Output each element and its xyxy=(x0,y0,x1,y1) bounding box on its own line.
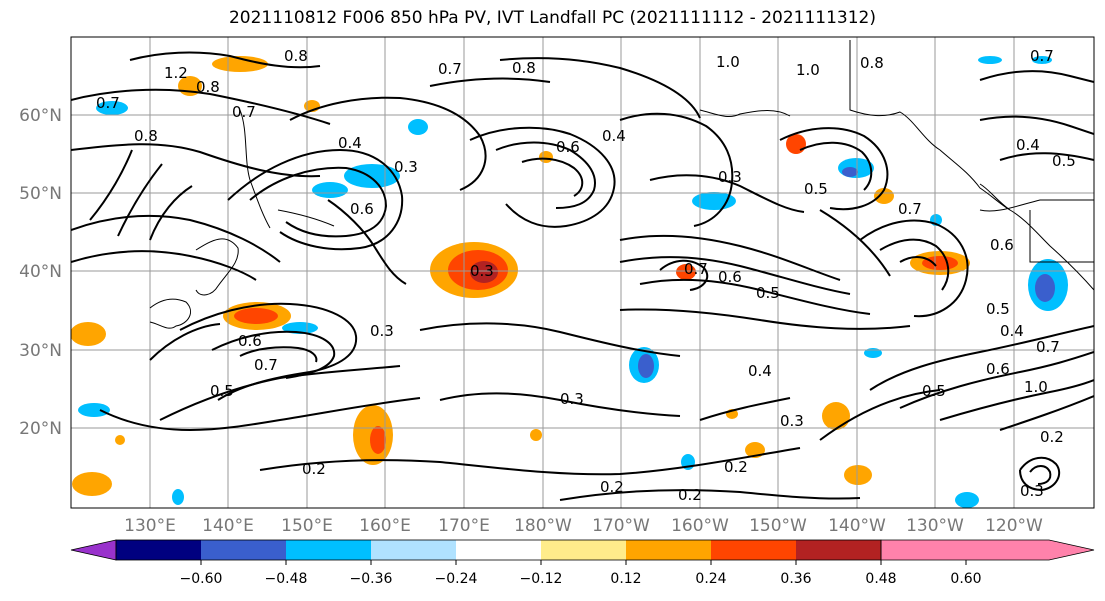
colorbar-tick-label: −0.12 xyxy=(520,571,563,587)
lon-label: 150°E xyxy=(281,516,333,536)
map-plot-area: 0.8 1.2 0.8 0.7 0.7 0.8 1.0 1.0 0.8 0.7 … xyxy=(71,37,1094,508)
lon-label: 170°E xyxy=(438,516,490,536)
longitude-labels: 130°E 140°E 150°E 160°E 170°E 180°W 170°… xyxy=(124,516,1043,536)
contour-label: 0.2 xyxy=(302,460,326,478)
contour-label: 0.3 xyxy=(394,158,418,176)
coastlines xyxy=(149,40,1094,329)
lat-label: 60°N xyxy=(19,106,62,126)
contour-label: 0.6 xyxy=(350,200,374,218)
contour-label: 0.7 xyxy=(1036,338,1060,356)
colorbar-segment xyxy=(880,539,1095,561)
colorbar-tick-label: −0.60 xyxy=(180,571,223,587)
lon-label: 160°W xyxy=(671,516,729,536)
contour-label: 0.2 xyxy=(724,458,748,476)
contour-label: 0.8 xyxy=(512,59,536,77)
lon-label: 120°W xyxy=(985,516,1043,536)
contour-label: 0.3 xyxy=(560,390,584,408)
contour-label: 0.7 xyxy=(898,200,922,218)
colorbar-tick-label: 0.24 xyxy=(695,571,726,587)
colorbar-tick-label: 0.60 xyxy=(950,571,981,587)
contour-label: 0.4 xyxy=(338,134,362,152)
colorbar-tick-label: −0.36 xyxy=(350,571,393,587)
lon-label: 170°W xyxy=(592,516,650,536)
contour-label: 0.2 xyxy=(678,486,702,504)
colorbar-segment xyxy=(286,540,371,560)
colorbar-segment xyxy=(796,540,881,560)
lon-label: 150°W xyxy=(749,516,807,536)
colorbar-tick-label: 0.48 xyxy=(865,571,896,587)
colorbar-tick-label: 0.36 xyxy=(780,571,811,587)
graticule xyxy=(71,37,1094,508)
contour-label: 0.7 xyxy=(1030,47,1054,65)
contour-label: 0.5 xyxy=(804,180,828,198)
contour-label: 0.6 xyxy=(556,138,580,156)
contour-label: 0.8 xyxy=(134,127,158,145)
contour-label: 0.5 xyxy=(922,382,946,400)
lon-label: 140°W xyxy=(828,516,886,536)
contour-label: 1.0 xyxy=(796,61,820,79)
colorbar-segment xyxy=(371,540,456,560)
lat-label: 50°N xyxy=(19,184,62,204)
contour-label: 1.0 xyxy=(1024,378,1048,396)
contour-label: 0.7 xyxy=(438,60,462,78)
contour-label: 0.8 xyxy=(196,78,220,96)
contour-label: 0.3 xyxy=(718,168,742,186)
contour-label: 0.5 xyxy=(210,382,234,400)
lon-label: 180°W xyxy=(514,516,572,536)
contour-label: 0.6 xyxy=(718,268,742,286)
contour-label: 0.4 xyxy=(1000,322,1024,340)
contour-label: 0.8 xyxy=(284,47,308,65)
contour-label: 0.3 xyxy=(1020,482,1044,500)
contour-label: 0.2 xyxy=(1040,428,1064,446)
lon-label: 140°E xyxy=(202,516,254,536)
colorbar-segment xyxy=(201,540,286,560)
contour-label: 0.7 xyxy=(684,260,708,278)
contour-label: 0.4 xyxy=(1016,136,1040,154)
colorbar-segment xyxy=(70,539,117,561)
colorbar-tick-label: 0.12 xyxy=(610,571,641,587)
contour-labels: 0.8 1.2 0.8 0.7 0.7 0.8 1.0 1.0 0.8 0.7 … xyxy=(96,47,1076,504)
lat-label: 30°N xyxy=(19,341,62,361)
lon-label: 160°E xyxy=(359,516,411,536)
contour-label: 0.8 xyxy=(860,54,884,72)
colorbar-segment xyxy=(626,540,711,560)
contour-label: 0.7 xyxy=(232,103,256,121)
contour-label: 0.6 xyxy=(986,360,1010,378)
contour-label: 0.5 xyxy=(1052,152,1076,170)
contour-label: 0.3 xyxy=(370,322,394,340)
colorbar-segment xyxy=(541,540,626,560)
colorbar-segment xyxy=(116,540,201,560)
latitude-labels: 60°N 50°N 40°N 30°N 20°N xyxy=(19,106,62,439)
contour-label: 1.0 xyxy=(716,53,740,71)
contour-label: 0.7 xyxy=(96,94,120,112)
contour-label: 0.6 xyxy=(990,236,1014,254)
chart-title: 2021110812 F006 850 hPa PV, IVT Landfall… xyxy=(228,8,876,28)
contour-label: 0.2 xyxy=(600,478,624,496)
contour-label: 0.4 xyxy=(602,127,626,145)
contour-label: 0.3 xyxy=(470,262,494,280)
colorbar-tick-label: −0.24 xyxy=(435,571,478,587)
lat-label: 40°N xyxy=(19,262,62,282)
contour-label: 0.3 xyxy=(780,412,804,430)
lon-label: 130°E xyxy=(124,516,176,536)
ivt-contours xyxy=(71,51,1094,501)
contour-label: 0.5 xyxy=(756,284,780,302)
colorbar: −0.60 −0.48 −0.36 −0.24 −0.12 0.12 0.24 … xyxy=(70,539,1095,587)
colorbar-segment xyxy=(711,540,796,560)
contour-label: 0.5 xyxy=(986,300,1010,318)
contour-label: 0.7 xyxy=(254,356,278,374)
colorbar-ticks xyxy=(200,560,967,565)
colorbar-tick-label: −0.48 xyxy=(265,571,308,587)
lon-label: 130°W xyxy=(906,516,964,536)
map-frame xyxy=(70,36,1095,509)
colorbar-segment xyxy=(456,540,541,560)
contour-label: 0.4 xyxy=(748,362,772,380)
lat-label: 20°N xyxy=(19,419,62,439)
contour-label: 1.2 xyxy=(164,64,188,82)
contour-label: 0.6 xyxy=(238,332,262,350)
